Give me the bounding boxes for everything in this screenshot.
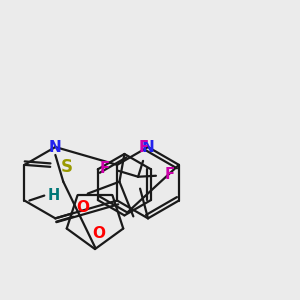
Text: H: H — [48, 188, 60, 203]
Text: N: N — [142, 140, 154, 154]
Text: F: F — [165, 167, 175, 182]
Text: O: O — [92, 226, 105, 242]
Text: N: N — [49, 140, 62, 154]
Text: F: F — [99, 161, 110, 176]
Text: O: O — [76, 200, 90, 215]
Text: F: F — [139, 140, 149, 154]
Text: S: S — [61, 158, 73, 176]
